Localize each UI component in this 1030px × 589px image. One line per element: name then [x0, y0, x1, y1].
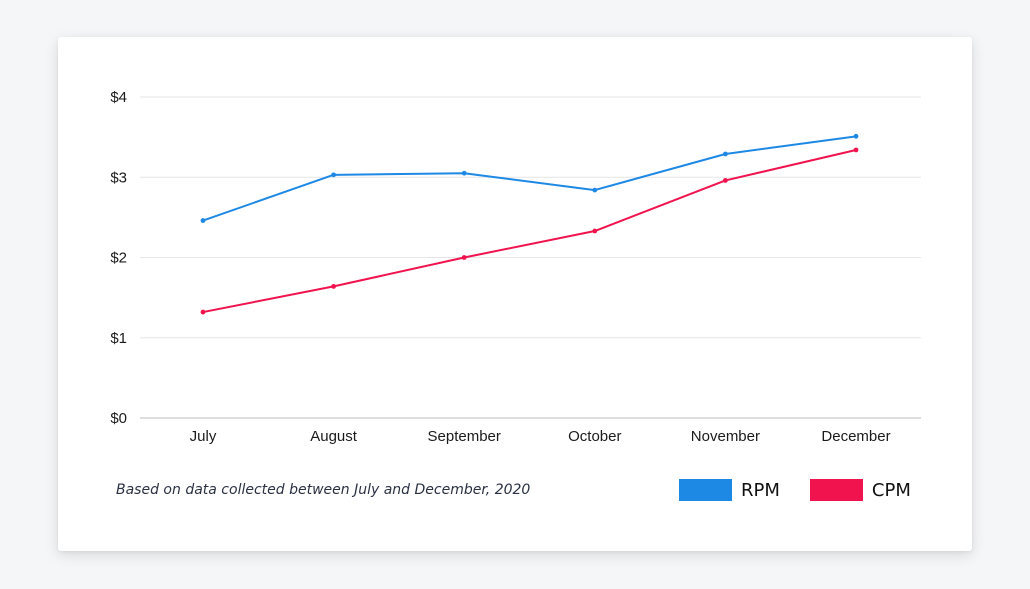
data-point-rpm-0 — [200, 218, 206, 223]
x-axis-tick-labels: July August September October November Decemb… — [190, 428, 891, 445]
y-tick-label-4: $4 — [110, 89, 127, 106]
legend-swatch-rpm — [679, 479, 732, 501]
x-tick-label-0: July — [190, 428, 217, 445]
y-tick-label-1: $1 — [110, 330, 127, 347]
data-point-cpm-5 — [853, 147, 859, 153]
data-point-rpm-4 — [723, 151, 728, 157]
y-tick-label-3: $3 — [110, 169, 127, 186]
x-tick-label-3: October — [568, 428, 621, 445]
series-line-cpm — [202, 148, 857, 314]
legend-item-cpm: CPM — [809, 479, 911, 501]
data-source-note: Based on data collected between July and… — [116, 482, 531, 498]
data-point-cpm-3 — [592, 228, 598, 234]
x-tick-label-4: November — [691, 428, 760, 445]
data-point-cpm-1 — [331, 283, 336, 289]
data-point-rpm-2 — [461, 170, 467, 176]
data-point-rpm-1 — [331, 172, 336, 178]
x-tick-label-1: August — [310, 428, 358, 445]
legend-label-rpm: RPM — [741, 479, 780, 501]
y-tick-label-0: $0 — [110, 410, 127, 427]
data-point-cpm-2 — [461, 255, 467, 260]
series-line-rpm — [202, 135, 857, 222]
gridlines — [140, 96, 921, 419]
series-lines — [200, 133, 859, 315]
data-point-cpm-0 — [200, 309, 206, 315]
y-tick-label-2: $2 — [110, 250, 127, 267]
x-tick-label-2: September — [428, 428, 501, 445]
chart-card — [58, 37, 972, 551]
y-axis-tick-labels: $0 $1 $2 $3 $4 — [110, 89, 127, 427]
data-point-cpm-4 — [723, 178, 728, 183]
legend-item-rpm: RPM — [679, 479, 780, 501]
legend: RPM CPM — [679, 478, 911, 502]
data-point-rpm-5 — [853, 133, 859, 139]
legend-swatch-cpm — [809, 479, 863, 501]
data-point-rpm-3 — [592, 187, 598, 193]
x-tick-label-5: December — [821, 428, 890, 445]
legend-label-cpm: CPM — [871, 479, 911, 501]
